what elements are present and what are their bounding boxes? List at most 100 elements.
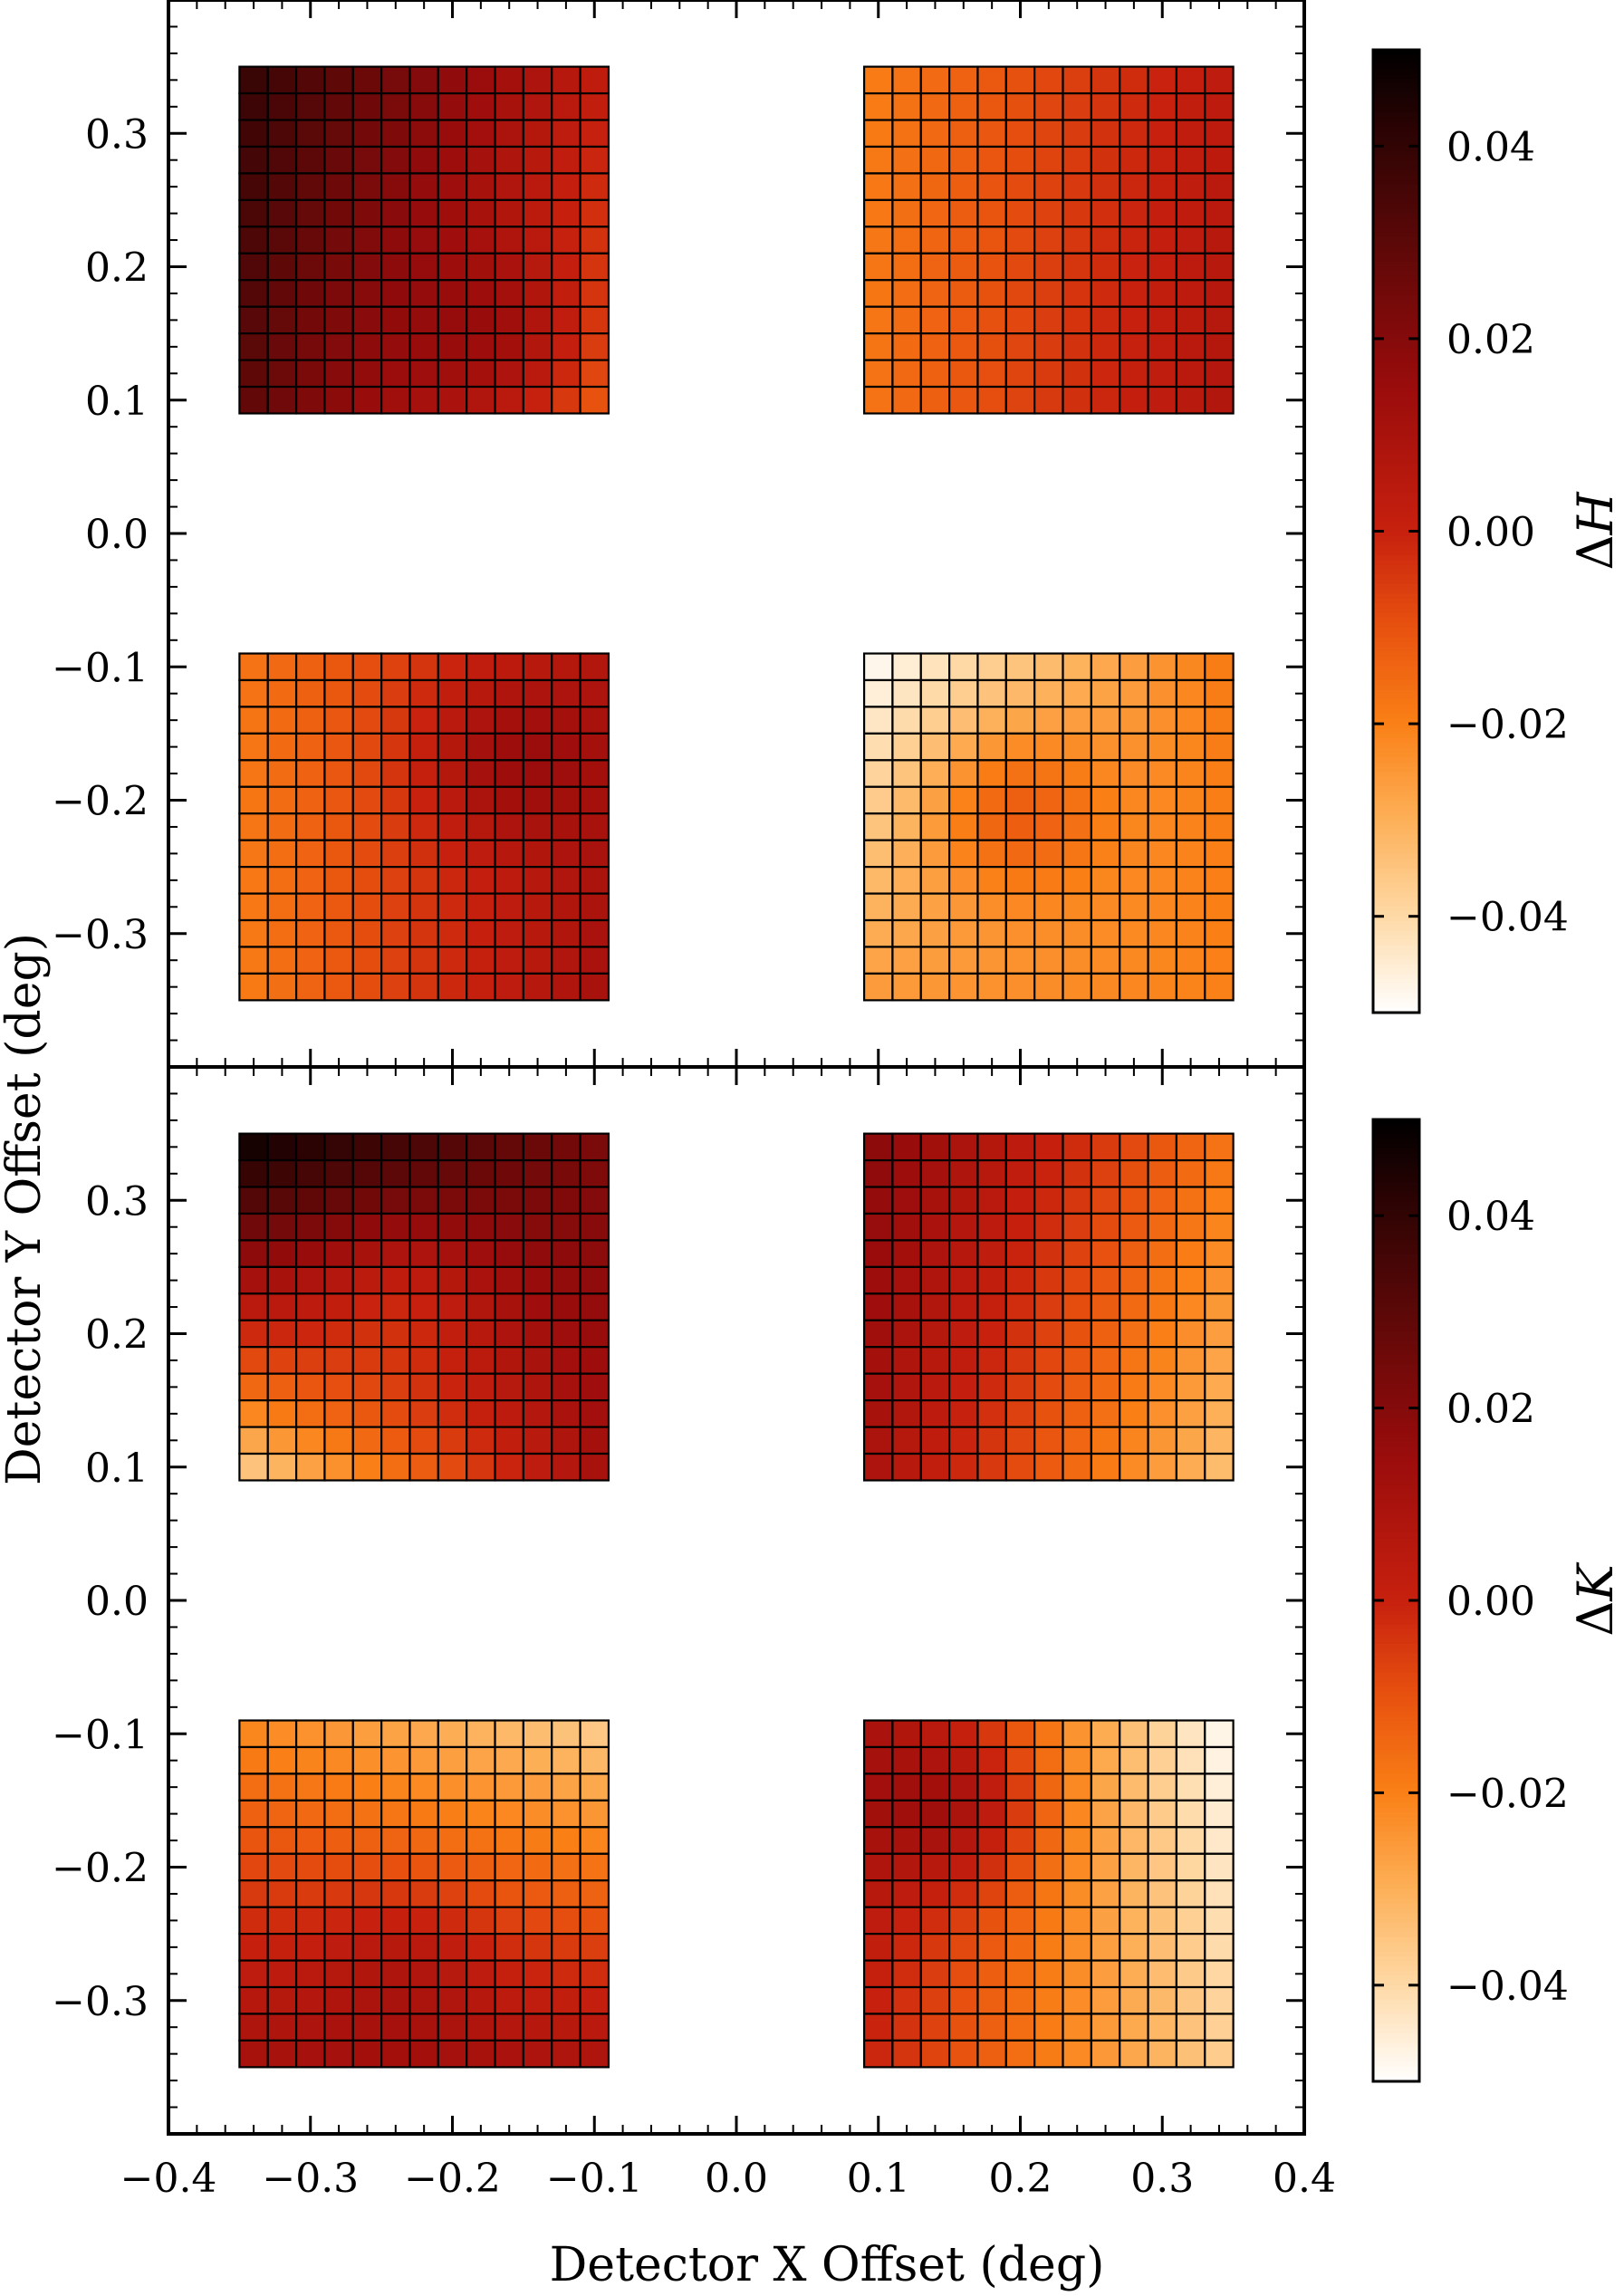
heatmap-cell — [1033, 1719, 1064, 1749]
heatmap-cell — [919, 972, 951, 1002]
colorbar-segment — [1373, 492, 1419, 498]
heatmap-cell — [522, 678, 553, 708]
heatmap-cell — [948, 1772, 979, 1801]
heatmap-cell — [976, 1826, 1007, 1855]
heatmap-cell — [494, 198, 524, 228]
colorbar-segment — [1373, 1355, 1419, 1361]
heatmap-cell — [1062, 91, 1092, 121]
heatmap-cell — [891, 652, 922, 682]
heatmap-cell — [891, 1719, 922, 1749]
heatmap-cell — [919, 1799, 951, 1829]
heatmap-cell — [1175, 1239, 1206, 1268]
heatmap-cell — [494, 2039, 524, 2069]
colorbar-segment — [1373, 1624, 1419, 1630]
colorbar-segment — [1373, 121, 1419, 128]
colorbar-segment — [1373, 1725, 1419, 1731]
heatmap-cell — [408, 1265, 439, 1295]
heatmap-cell — [351, 706, 383, 735]
heatmap-cell — [976, 892, 1007, 922]
heatmap-cell — [862, 1426, 894, 1455]
colorbar-segment — [1373, 160, 1419, 167]
heatmap-cell — [1033, 1158, 1064, 1188]
heatmap-cell — [1119, 1346, 1149, 1375]
heatmap-cell — [1204, 1745, 1235, 1775]
colorbar-segment — [1373, 550, 1419, 556]
heatmap-cell — [1090, 1372, 1121, 1402]
heatmap-cell — [891, 1426, 922, 1455]
heatmap-cell — [494, 732, 524, 762]
heatmap-cell — [891, 1879, 922, 1908]
heatmap-cell — [1090, 1186, 1121, 1215]
heatmap-cell — [1147, 1292, 1178, 1321]
colorbar-segment — [1373, 1547, 1419, 1553]
heatmap-cell — [579, 759, 610, 788]
heatmap-cell — [494, 946, 524, 975]
heatmap-cell — [1004, 1132, 1036, 1162]
heatmap-cell — [1175, 1319, 1206, 1349]
heatmap-cell — [1090, 172, 1121, 201]
heatmap-cell — [494, 385, 524, 415]
colorbar-segment — [1373, 1417, 1419, 1424]
colorbar-segment — [1373, 1576, 1419, 1582]
heatmap-cell — [948, 385, 979, 415]
colorbar-segment — [1373, 1782, 1419, 1789]
colorbar-segment — [1373, 1215, 1419, 1222]
heatmap-cell — [862, 172, 894, 201]
colorbar-segment — [1373, 555, 1419, 561]
heatmap-cell — [1175, 892, 1206, 922]
colorbar-segment — [1373, 1480, 1419, 1486]
heatmap-cell — [1175, 1212, 1206, 1242]
heatmap-cell — [1147, 119, 1178, 149]
heatmap-cell — [408, 1239, 439, 1268]
heatmap-cell — [1119, 1933, 1149, 1962]
heatmap-cell — [466, 918, 496, 948]
colorbar-segment — [1373, 401, 1419, 407]
colorbar-segment — [1373, 897, 1419, 903]
heatmap-cell — [551, 1212, 581, 1242]
heatmap-cell — [551, 732, 581, 762]
heatmap-cell — [1175, 332, 1206, 361]
colorbar-segment — [1373, 1287, 1419, 1293]
heatmap-cell — [579, 918, 610, 948]
heatmap-cell — [579, 91, 610, 121]
heatmap-cell — [437, 91, 468, 121]
heatmap-cell — [1062, 1852, 1092, 1882]
heatmap-cell — [266, 892, 298, 922]
heatmap-cell — [1147, 892, 1178, 922]
colorbar-segment — [1373, 945, 1419, 951]
heatmap-cell — [238, 1265, 269, 1295]
heatmap-cell — [408, 1719, 439, 1749]
heatmap-cell — [948, 785, 979, 815]
heatmap-cell — [1090, 839, 1121, 869]
heatmap-cell — [1062, 385, 1092, 415]
heatmap-cell — [1033, 732, 1064, 762]
heatmap-cell — [551, 1799, 581, 1829]
y-tick-label: 0.2 — [85, 1312, 149, 1359]
heatmap-cell — [862, 1239, 894, 1268]
heatmap-cell — [408, 1158, 439, 1188]
heatmap-cell — [266, 1799, 298, 1829]
heatmap-cell — [380, 305, 411, 335]
heatmap-cell — [1062, 1906, 1092, 1936]
heatmap-cell — [1204, 1933, 1235, 1962]
colorbar-segment — [1373, 921, 1419, 927]
heatmap-cell — [1062, 1719, 1092, 1749]
heatmap-cell — [1119, 946, 1149, 975]
heatmap-cell — [551, 1985, 581, 2015]
heatmap-cell — [1090, 252, 1121, 282]
colorbar-tick-label: 0.02 — [1446, 1387, 1535, 1433]
colorbar-segment — [1373, 69, 1419, 75]
heatmap-cell — [1119, 1158, 1149, 1188]
heatmap-cell — [294, 892, 326, 922]
colorbar-segment — [1373, 1869, 1419, 1876]
colorbar-segment — [1373, 275, 1419, 282]
heatmap-cell — [976, 145, 1007, 175]
heatmap-cell — [1004, 1186, 1036, 1215]
colorbar-segment — [1373, 752, 1419, 758]
heatmap-cell — [1090, 759, 1121, 788]
heatmap-cell — [919, 839, 951, 869]
colorbar-segment — [1373, 487, 1419, 494]
heatmap-cell — [408, 252, 439, 282]
colorbar-segment — [1373, 1220, 1419, 1226]
heatmap-cell — [466, 359, 496, 389]
